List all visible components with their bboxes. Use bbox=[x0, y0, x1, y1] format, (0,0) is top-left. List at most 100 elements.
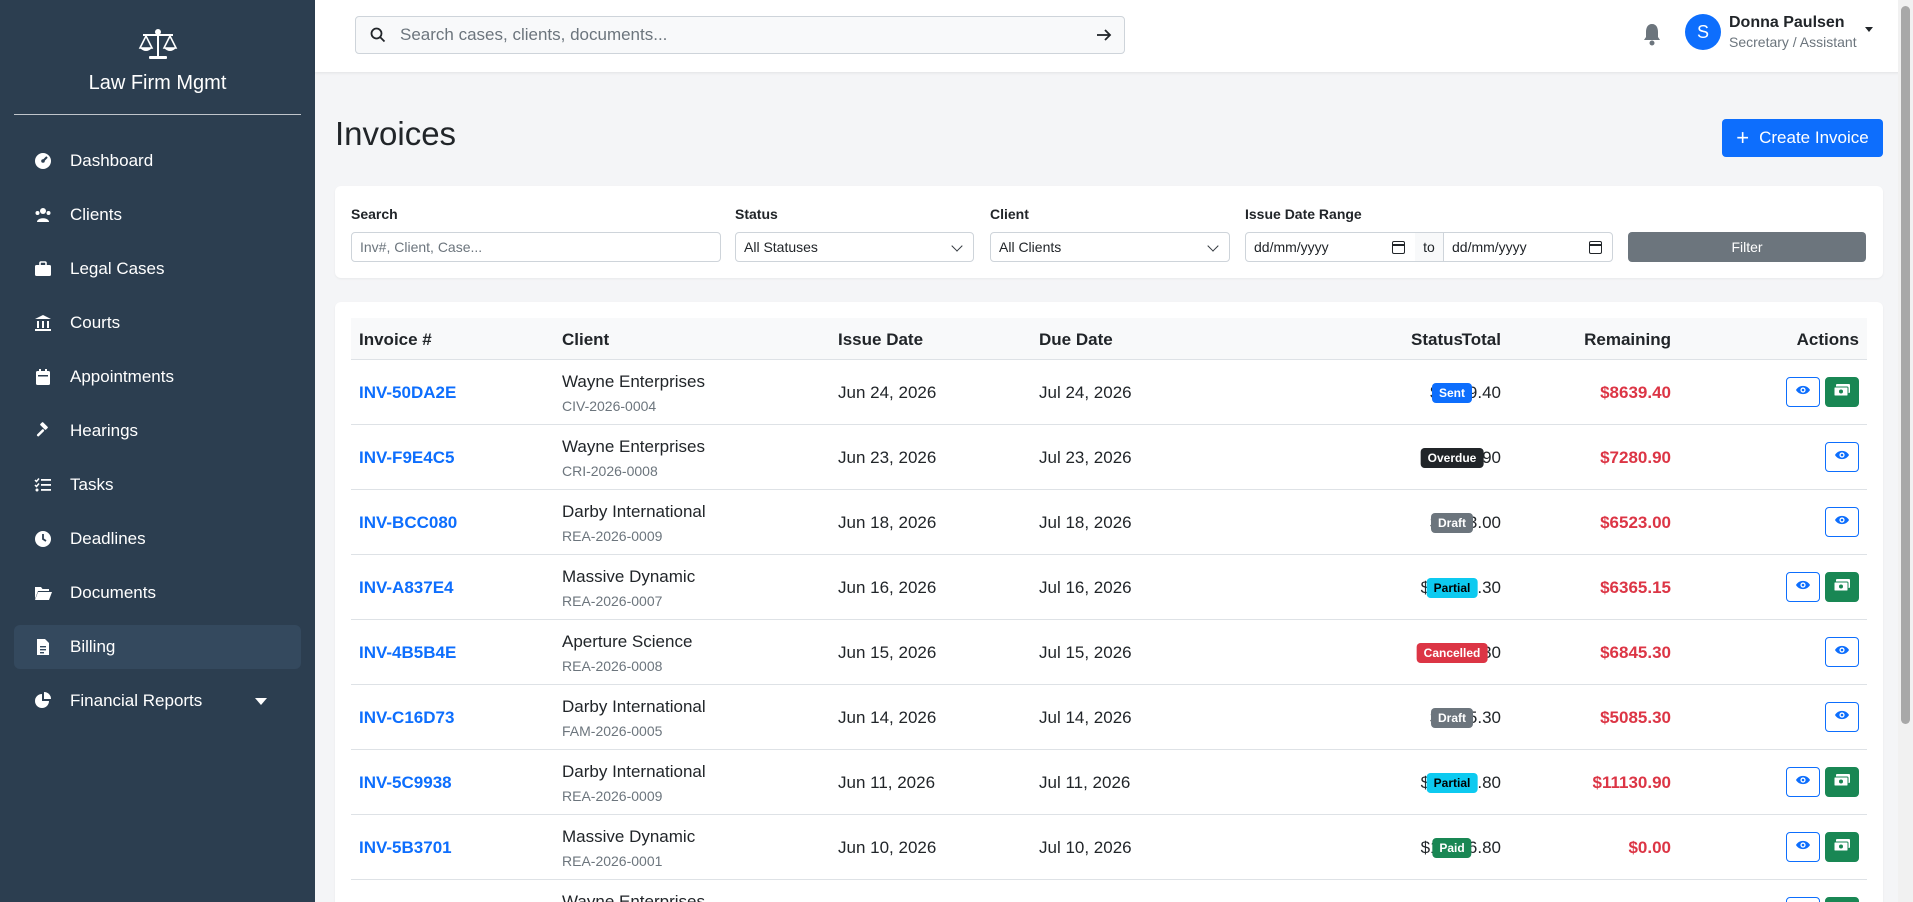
status-badge: Paid bbox=[1432, 838, 1472, 858]
sidebar-item-appointments[interactable]: Appointments bbox=[14, 355, 301, 399]
client-select[interactable]: All Clients bbox=[990, 232, 1230, 262]
remaining-amount: $6365.15 bbox=[1600, 578, 1671, 597]
sidebar-item-courts[interactable]: Courts bbox=[14, 301, 301, 345]
table-row: INV-A837E4 Massive Dynamic REA-2026-0007 Ju… bbox=[351, 555, 1867, 620]
header-remaining: Remaining bbox=[1584, 330, 1671, 349]
case-number: REA-2026-0009 bbox=[562, 528, 663, 544]
client-name: Wayne Enterprises bbox=[562, 372, 705, 391]
calendar-icon[interactable] bbox=[1589, 241, 1602, 254]
gavel-icon bbox=[34, 422, 52, 440]
client-name: Massive Dynamic bbox=[562, 827, 696, 846]
date-range-label: Issue Date Range bbox=[1245, 206, 1362, 222]
table-row: INV-50DA2E Wayne Enterprises CIV-2026-0004… bbox=[351, 360, 1867, 425]
sidebar-item-documents[interactable]: Documents bbox=[14, 571, 301, 615]
invoice-link[interactable]: INV-BCC080 bbox=[359, 513, 458, 532]
sidebar-item-legal-cases[interactable]: Legal Cases bbox=[14, 247, 301, 291]
invoice-link[interactable]: INV-50DA2E bbox=[359, 383, 457, 402]
remaining-amount: $6845.30 bbox=[1600, 643, 1671, 662]
scrollbar-thumb[interactable] bbox=[1901, 6, 1910, 724]
client-name: Darby International bbox=[562, 502, 706, 521]
view-invoice-button[interactable] bbox=[1825, 442, 1859, 472]
pie-chart-icon bbox=[34, 692, 52, 710]
user-menu[interactable]: S Donna Paulsen Secretary / Assistant bbox=[1685, 14, 1873, 50]
caret-down-icon[interactable] bbox=[255, 698, 267, 705]
eye-icon bbox=[1795, 773, 1811, 791]
record-payment-button[interactable] bbox=[1825, 377, 1859, 407]
case-number: FAM-2026-0005 bbox=[562, 723, 663, 739]
sidebar-item-dashboard[interactable]: Dashboard bbox=[14, 139, 301, 183]
date-to-input[interactable]: dd/mm/yyyy bbox=[1443, 232, 1613, 262]
invoice-link[interactable]: INV-A837E4 bbox=[359, 578, 454, 597]
avatar: S bbox=[1685, 14, 1721, 50]
client-name: Wayne Enterprises bbox=[562, 437, 705, 456]
case-number: REA-2026-0008 bbox=[562, 658, 663, 674]
sidebar-item-financial-reports[interactable]: Financial Reports bbox=[14, 679, 301, 723]
eye-icon bbox=[1834, 708, 1850, 726]
arrow-right-icon[interactable] bbox=[1084, 28, 1124, 42]
table-row: INV-C16D73 Darby International FAM-2026-00… bbox=[351, 685, 1867, 750]
header-client: Client bbox=[562, 330, 610, 349]
view-invoice-button[interactable] bbox=[1825, 637, 1859, 667]
case-number: CRI-2026-0008 bbox=[562, 463, 658, 479]
money-bill-icon bbox=[1833, 578, 1851, 597]
date-to-placeholder: dd/mm/yyyy bbox=[1452, 239, 1527, 255]
remaining-amount: $5085.30 bbox=[1600, 708, 1671, 727]
invoice-link[interactable]: INV-F9E4C5 bbox=[359, 448, 455, 467]
remaining-amount: $6523.00 bbox=[1600, 513, 1671, 532]
view-invoice-button[interactable] bbox=[1786, 832, 1820, 862]
issue-date: Jun 16, 2026 bbox=[838, 578, 937, 597]
invoice-link[interactable]: INV-5B3701 bbox=[359, 838, 452, 857]
sidebar-item-label: Tasks bbox=[70, 475, 114, 494]
sidebar-item-label: Clients bbox=[70, 205, 122, 224]
header-invoice: Invoice # bbox=[359, 330, 432, 349]
client-name: Darby International bbox=[562, 697, 706, 716]
tasks-icon bbox=[34, 476, 52, 494]
record-payment-button[interactable] bbox=[1825, 572, 1859, 602]
invoice-link[interactable]: INV-4B5B4E bbox=[359, 643, 457, 662]
sidebar-item-billing[interactable]: Billing bbox=[14, 625, 301, 669]
eye-icon bbox=[1795, 383, 1811, 401]
view-invoice-button[interactable] bbox=[1786, 897, 1820, 902]
status-badge: Sent bbox=[1431, 383, 1473, 403]
brand[interactable]: Law Firm Mgmt bbox=[14, 0, 301, 115]
issue-date: Jun 10, 2026 bbox=[838, 838, 937, 857]
case-number: REA-2026-0009 bbox=[562, 788, 663, 804]
bell-icon[interactable] bbox=[1642, 22, 1662, 46]
table-row: INV-F9E4C5 Wayne Enterprises CRI-2026-0008… bbox=[351, 425, 1867, 490]
search-filter-label: Search bbox=[351, 206, 398, 222]
filter-button[interactable]: Filter bbox=[1628, 232, 1866, 262]
caret-down-icon bbox=[1864, 26, 1873, 32]
view-invoice-button[interactable] bbox=[1825, 507, 1859, 537]
search-filter-input[interactable]: Inv#, Client, Case... bbox=[351, 232, 721, 262]
filter-card: Search Inv#, Client, Case... Status All … bbox=[335, 186, 1883, 278]
view-invoice-button[interactable] bbox=[1786, 767, 1820, 797]
sidebar-item-label: Appointments bbox=[70, 367, 174, 386]
record-payment-button[interactable] bbox=[1825, 767, 1859, 797]
status-select[interactable]: All Statuses bbox=[735, 232, 974, 262]
view-invoice-button[interactable] bbox=[1786, 572, 1820, 602]
sidebar-item-clients[interactable]: Clients bbox=[14, 193, 301, 237]
invoice-link[interactable]: INV-C16D73 bbox=[359, 708, 455, 727]
client-name: Aperture Science bbox=[562, 632, 693, 651]
date-from-input[interactable]: dd/mm/yyyy bbox=[1245, 232, 1416, 262]
chevron-down-icon bbox=[1207, 240, 1219, 252]
view-invoice-button[interactable] bbox=[1825, 702, 1859, 732]
search-icon bbox=[356, 27, 400, 43]
sidebar-item-hearings[interactable]: Hearings bbox=[14, 409, 301, 453]
issue-date: Jun 15, 2026 bbox=[838, 643, 937, 662]
global-search-input[interactable] bbox=[400, 25, 1084, 45]
status-badge: Partial bbox=[1426, 578, 1478, 598]
eye-icon bbox=[1834, 448, 1850, 466]
sidebar-item-tasks[interactable]: Tasks bbox=[14, 463, 301, 507]
sidebar: Law Firm Mgmt Dashboard Clients Legal Case… bbox=[0, 0, 315, 902]
view-invoice-button[interactable] bbox=[1786, 377, 1820, 407]
calendar-icon[interactable] bbox=[1392, 241, 1405, 254]
record-payment-button[interactable] bbox=[1825, 897, 1859, 902]
create-invoice-button[interactable]: + Create Invoice bbox=[1722, 119, 1883, 157]
invoice-link[interactable]: INV-5C9938 bbox=[359, 773, 452, 792]
issue-date: Jun 18, 2026 bbox=[838, 513, 937, 532]
sidebar-item-deadlines[interactable]: Deadlines bbox=[14, 517, 301, 561]
record-payment-button[interactable] bbox=[1825, 832, 1859, 862]
header-total: Total bbox=[1461, 330, 1501, 349]
scrollbar[interactable] bbox=[1898, 0, 1913, 902]
